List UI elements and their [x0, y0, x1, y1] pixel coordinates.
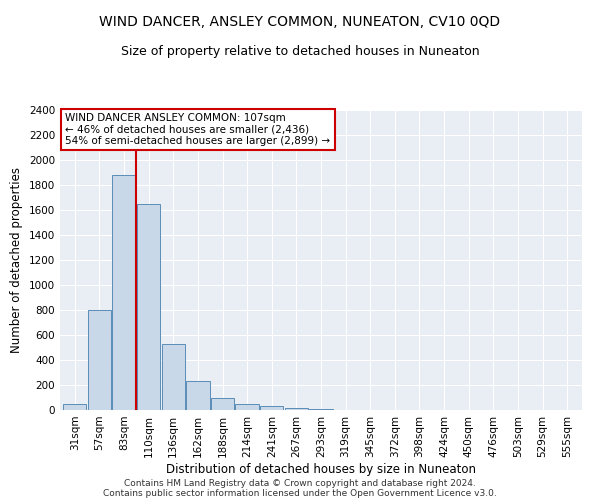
X-axis label: Distribution of detached houses by size in Nuneaton: Distribution of detached houses by size … [166, 462, 476, 475]
Text: WIND DANCER, ANSLEY COMMON, NUNEATON, CV10 0QD: WIND DANCER, ANSLEY COMMON, NUNEATON, CV… [100, 15, 500, 29]
Bar [260, 406, 283, 410]
Bar [63, 404, 86, 410]
Text: Size of property relative to detached houses in Nuneaton: Size of property relative to detached ho… [121, 45, 479, 58]
Bar [310, 409, 332, 410]
Bar [137, 204, 160, 410]
Bar [88, 310, 111, 410]
Bar [211, 398, 234, 410]
Bar [186, 381, 209, 410]
Text: Contains HM Land Registry data © Crown copyright and database right 2024.: Contains HM Land Registry data © Crown c… [124, 478, 476, 488]
Bar [161, 344, 185, 410]
Bar [284, 408, 308, 410]
Bar [235, 404, 259, 410]
Y-axis label: Number of detached properties: Number of detached properties [10, 167, 23, 353]
Bar [112, 175, 136, 410]
Text: WIND DANCER ANSLEY COMMON: 107sqm
← 46% of detached houses are smaller (2,436)
5: WIND DANCER ANSLEY COMMON: 107sqm ← 46% … [65, 113, 331, 146]
Text: Contains public sector information licensed under the Open Government Licence v3: Contains public sector information licen… [103, 488, 497, 498]
